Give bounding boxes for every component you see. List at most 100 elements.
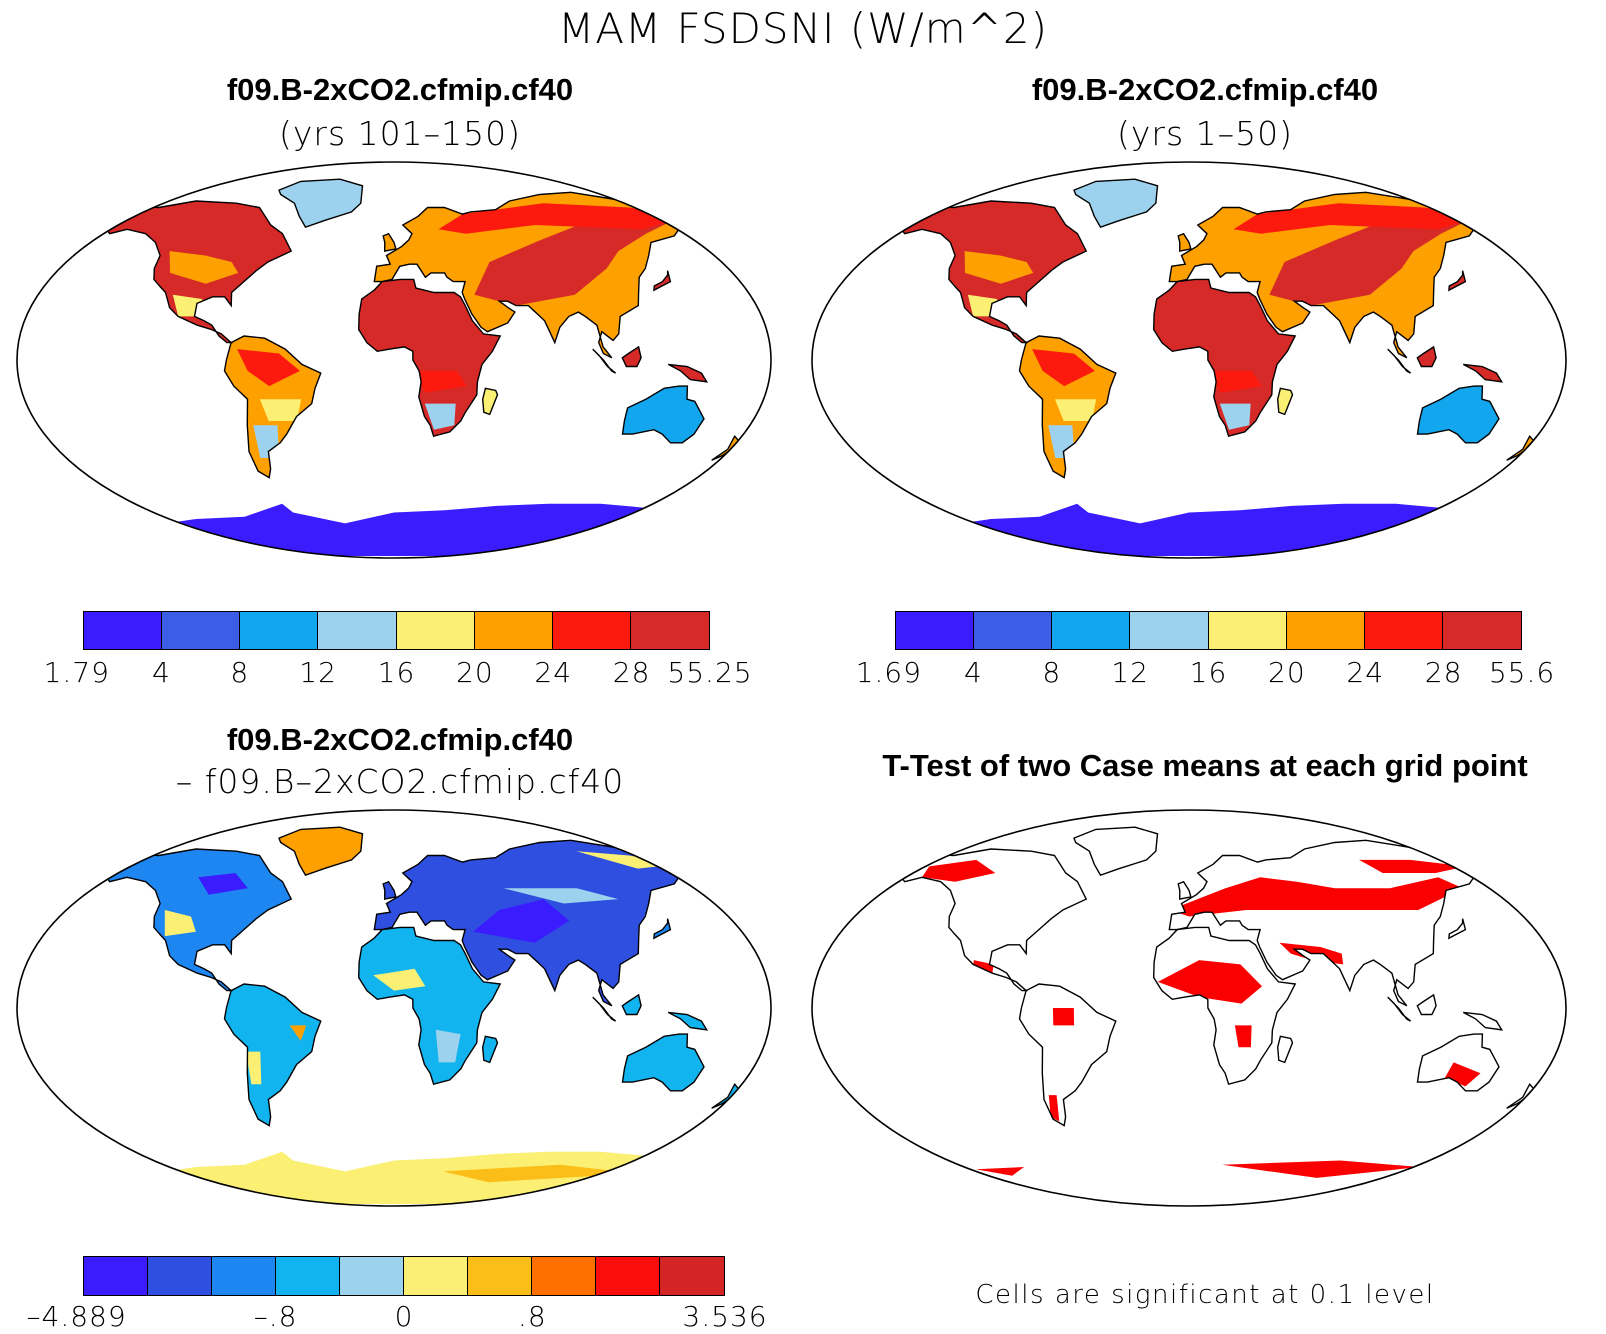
coastline — [1018, 335, 1117, 479]
landmass-nz — [711, 1084, 744, 1109]
field-region — [1169, 877, 1463, 917]
coastline — [357, 278, 502, 438]
coastline — [481, 387, 499, 416]
landmass-gr — [279, 827, 363, 876]
coastline — [1416, 993, 1437, 1016]
colorbar-tick-label: 24 — [1346, 656, 1385, 689]
colorbar-swatch — [1442, 612, 1521, 649]
field-region — [424, 403, 456, 430]
colorbar-tick-label: 28 — [612, 656, 651, 689]
colorbar-tick-label: 4 — [151, 656, 171, 689]
coastline — [278, 178, 364, 228]
landmass-jp — [653, 270, 671, 291]
field-region — [442, 1164, 637, 1183]
landmass-au — [622, 1034, 704, 1091]
field-region — [1209, 370, 1262, 393]
field-region — [1157, 960, 1262, 1004]
landmass-au — [1417, 386, 1499, 443]
colorbar-swatch — [896, 612, 975, 649]
landmass-au — [1417, 1034, 1499, 1091]
coastline — [1073, 826, 1159, 876]
colorbar-swatch — [162, 612, 241, 649]
coastline — [1416, 1033, 1500, 1092]
colorbar-tick-label: .8 — [518, 1300, 547, 1333]
landmass-au — [622, 386, 704, 443]
field-region — [1054, 399, 1097, 421]
colorbar-tick-label: 0 — [394, 1300, 414, 1333]
panel1-colorbar — [83, 611, 710, 650]
colorbar-swatch — [1130, 612, 1209, 649]
coastline — [1387, 996, 1412, 1022]
panel3-map — [14, 808, 774, 1208]
field-region — [289, 1025, 307, 1041]
coastline — [373, 839, 709, 1007]
landmass-uk — [1178, 233, 1191, 252]
coastline — [667, 363, 709, 383]
map-border — [16, 161, 772, 559]
coastline — [357, 926, 502, 1086]
colorbar-tick-label: 20 — [456, 656, 494, 689]
landmass-mg — [482, 388, 498, 415]
colorbar-swatch — [340, 1257, 404, 1295]
colorbar-tick-label: 16 — [377, 656, 416, 689]
coastline — [1276, 387, 1294, 416]
landmass-mg — [482, 1036, 498, 1063]
colorbar-tick-label: 4 — [963, 656, 983, 689]
field-region — [1052, 1008, 1075, 1026]
coastline — [1416, 385, 1500, 444]
coastline — [592, 348, 617, 374]
panel2-colorbar-ticks: 1.69 4 8 12 16 20 24 28 55.6 — [856, 656, 1555, 690]
colorbar-swatch — [148, 1257, 212, 1295]
field-region — [435, 1029, 461, 1063]
colorbar-swatch — [404, 1257, 468, 1295]
coastline — [897, 848, 1088, 992]
colorbar-tick-label: –.8 — [253, 1300, 298, 1333]
field-region — [245, 1051, 262, 1085]
landmass-gr — [1074, 179, 1158, 228]
coastline — [897, 200, 1088, 344]
field-region — [1233, 203, 1482, 234]
colorbar-tick-label: 20 — [1268, 656, 1306, 689]
colorbar-swatch — [318, 612, 397, 649]
field-region — [164, 910, 196, 937]
panel3-subtitle: – f09.B–2xCO2.cfmip.cf40 — [175, 762, 625, 801]
field-region — [373, 968, 426, 991]
landmass-jp — [1448, 918, 1466, 939]
coastline — [223, 335, 322, 479]
colorbar-tick-label: 55.6 — [1488, 656, 1556, 689]
colorbar-swatch — [552, 612, 631, 649]
field-region — [1359, 859, 1467, 873]
landmass-af — [358, 927, 501, 1085]
coastline — [1168, 191, 1504, 359]
coastline — [621, 385, 705, 444]
colorbar-tick-label: 8 — [1042, 656, 1062, 689]
field-region — [1219, 403, 1251, 430]
coastline — [1177, 232, 1192, 252]
field-region — [1032, 349, 1095, 387]
field-region — [1269, 216, 1468, 306]
landmass-gr — [279, 179, 363, 228]
colorbar-tick-label: 55.25 — [667, 656, 753, 689]
landmass-na — [898, 849, 1087, 991]
colorbar-swatch — [974, 612, 1053, 649]
landmass-jp — [653, 918, 671, 939]
field-region — [259, 399, 302, 421]
field-region — [922, 859, 996, 882]
landmass-bo — [622, 994, 642, 1015]
coastline — [653, 918, 672, 940]
map-border — [811, 809, 1567, 1207]
panel2-map — [809, 160, 1569, 560]
field-region — [362, 294, 467, 356]
landmass-nz — [711, 436, 744, 461]
panel4-map — [809, 808, 1569, 1208]
colorbar-swatch — [396, 612, 475, 649]
coastline — [1152, 278, 1297, 438]
colorbar-swatch — [630, 612, 709, 649]
landmass-bo — [1417, 346, 1437, 367]
coastline — [667, 1011, 709, 1031]
coastline — [1018, 983, 1117, 1127]
colorbar-tick-label: 1.69 — [855, 656, 922, 689]
coastline — [1152, 926, 1297, 1086]
landmass-gr — [1074, 827, 1158, 876]
coastline — [621, 345, 642, 368]
